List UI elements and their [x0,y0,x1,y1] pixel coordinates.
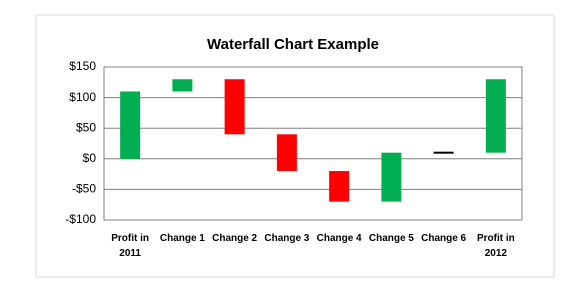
x-tick-label: Change 1 [159,233,205,244]
bar [329,171,350,202]
y-tick-label: $0 [83,151,97,165]
bar [381,152,402,202]
bar [172,79,193,92]
bar [485,79,506,153]
bar [276,134,297,172]
x-tick-label: Profit in 2012 [476,233,515,259]
x-tick-label: Change 6 [421,233,467,244]
y-tick-label: $150 [69,59,96,73]
x-tick-label: Change 5 [368,233,414,244]
chart-title: Waterfall Chart Example [207,36,379,53]
x-tick-label: Change 2 [212,233,258,244]
y-tick-label: $100 [69,90,96,104]
x-tick-label: Change 3 [264,233,310,244]
x-tick-label: Profit in 2011 [111,233,150,259]
bar [120,91,141,159]
bar [433,151,454,154]
y-tick-label: $50 [76,120,96,134]
y-tick-label: -$50 [72,182,96,196]
plot-border [103,66,523,221]
bar [224,79,245,135]
x-tick-label: Change 4 [316,233,362,244]
y-tick-label: -$100 [65,212,96,226]
